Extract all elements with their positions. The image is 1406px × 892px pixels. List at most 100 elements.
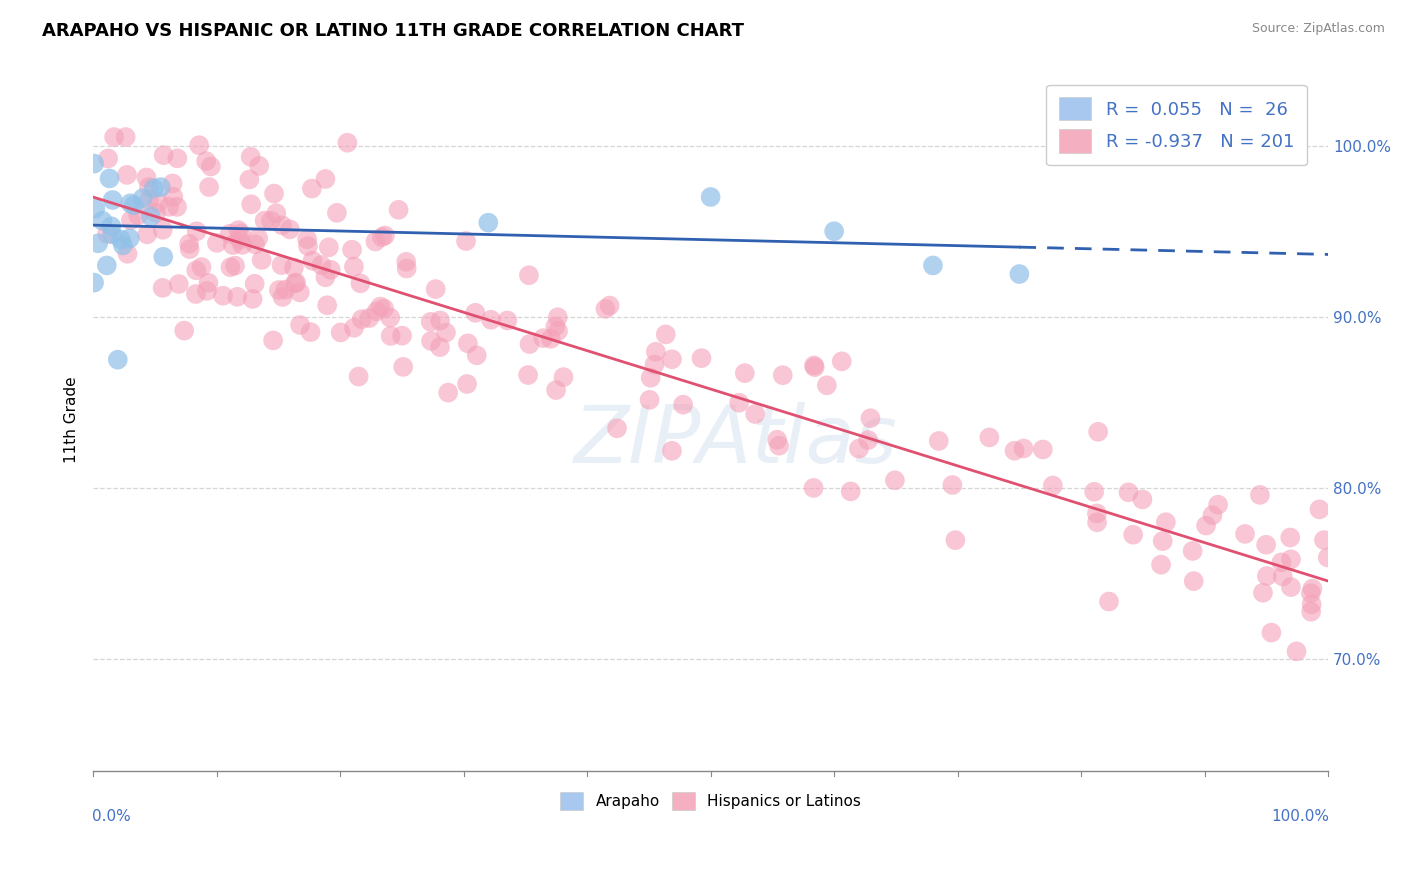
Point	[87, 236, 110, 251]
Point	[250, 252, 273, 267]
Point	[803, 359, 825, 373]
Point	[238, 172, 260, 186]
Point	[1316, 550, 1339, 565]
Point	[264, 206, 287, 220]
Point	[1299, 586, 1322, 600]
Point	[350, 312, 373, 326]
Point	[242, 292, 264, 306]
Point	[103, 130, 125, 145]
Point	[157, 200, 180, 214]
Point	[139, 210, 162, 224]
Point	[531, 331, 554, 345]
Point	[768, 439, 790, 453]
Point	[319, 262, 342, 277]
Point	[271, 290, 294, 304]
Point	[941, 478, 963, 492]
Point	[1122, 527, 1144, 541]
Point	[803, 481, 825, 495]
Point	[347, 369, 370, 384]
Point	[253, 213, 276, 227]
Point	[1256, 538, 1278, 552]
Point	[943, 533, 966, 548]
Point	[260, 213, 283, 227]
Point	[429, 340, 451, 354]
Point	[91, 213, 114, 227]
Point	[766, 433, 789, 447]
Point	[1182, 574, 1205, 588]
Point	[349, 277, 371, 291]
Point	[226, 290, 249, 304]
Point	[392, 359, 415, 374]
Point	[186, 263, 208, 277]
Point	[122, 198, 145, 212]
Point	[288, 318, 311, 332]
Point	[149, 180, 172, 194]
Point	[283, 260, 305, 275]
Point	[831, 354, 853, 368]
Point	[1260, 625, 1282, 640]
Point	[425, 282, 447, 296]
Point	[115, 168, 138, 182]
Point	[655, 327, 678, 342]
Point	[540, 332, 562, 346]
Point	[301, 253, 323, 268]
Point	[544, 319, 567, 334]
Point	[437, 385, 460, 400]
Text: Source: ZipAtlas.com: Source: ZipAtlas.com	[1251, 22, 1385, 36]
Point	[297, 239, 319, 253]
Point	[553, 370, 575, 384]
Point	[479, 312, 502, 326]
Point	[127, 208, 149, 222]
Point	[145, 206, 167, 220]
Point	[336, 136, 359, 150]
Point	[359, 311, 381, 326]
Point	[457, 336, 479, 351]
Point	[118, 231, 141, 245]
Point	[166, 200, 188, 214]
Point	[1154, 515, 1177, 529]
Point	[734, 366, 756, 380]
Point	[1313, 533, 1336, 547]
Point	[1032, 442, 1054, 457]
Point	[922, 259, 945, 273]
Point	[1098, 594, 1121, 608]
Point	[1249, 488, 1271, 502]
Point	[364, 235, 387, 249]
Point	[772, 368, 794, 383]
Point	[420, 334, 443, 348]
Point	[366, 304, 388, 318]
Point	[1181, 544, 1204, 558]
Point	[391, 328, 413, 343]
Point	[205, 235, 228, 250]
Point	[374, 228, 396, 243]
Point	[96, 227, 118, 241]
Y-axis label: 11th Grade: 11th Grade	[65, 376, 79, 463]
Point	[83, 276, 105, 290]
Point	[1279, 580, 1302, 594]
Point	[314, 270, 336, 285]
Point	[222, 238, 245, 252]
Point	[599, 299, 621, 313]
Point	[96, 259, 118, 273]
Point	[84, 202, 107, 216]
Point	[177, 236, 200, 251]
Point	[517, 268, 540, 283]
Point	[517, 368, 540, 382]
Point	[271, 219, 294, 233]
Point	[100, 219, 122, 234]
Point	[1308, 502, 1330, 516]
Point	[672, 398, 695, 412]
Point	[848, 442, 870, 456]
Point	[1301, 582, 1323, 596]
Point	[212, 288, 235, 302]
Point	[148, 195, 170, 210]
Point	[744, 407, 766, 421]
Point	[167, 277, 190, 291]
Point	[595, 301, 617, 316]
Point	[138, 180, 160, 194]
Point	[299, 325, 322, 339]
Point	[640, 370, 662, 384]
Point	[162, 190, 184, 204]
Point	[316, 298, 339, 312]
Point	[1285, 644, 1308, 658]
